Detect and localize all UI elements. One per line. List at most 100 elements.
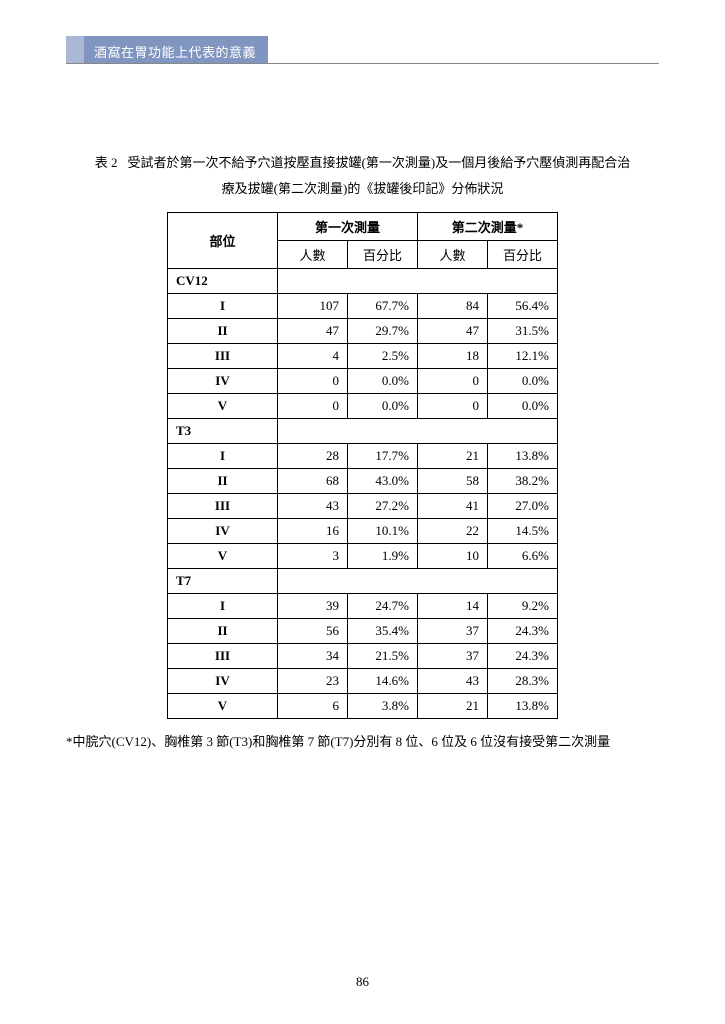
row-label: IV: [168, 369, 278, 394]
row-label: I: [168, 294, 278, 319]
table-footnote: *中脘穴(CV12)、胸椎第 3 節(T3)和胸椎第 7 節(T7)分別有 8 …: [66, 731, 659, 750]
cell-count-2: 0: [418, 369, 488, 394]
cell-count-1: 4: [278, 344, 348, 369]
cell-count-2: 43: [418, 669, 488, 694]
section-span: [278, 569, 558, 594]
cell-count-1: 16: [278, 519, 348, 544]
section-name: T3: [168, 419, 278, 444]
cell-pct-1: 10.1%: [348, 519, 418, 544]
cell-count-2: 14: [418, 594, 488, 619]
cell-pct-2: 12.1%: [488, 344, 558, 369]
table-row: V00.0%00.0%: [168, 394, 558, 419]
cell-pct-2: 14.5%: [488, 519, 558, 544]
cell-count-2: 21: [418, 694, 488, 719]
cell-pct-1: 43.0%: [348, 469, 418, 494]
cell-count-1: 6: [278, 694, 348, 719]
header-title: 酒窩在胃功能上代表的意義: [84, 36, 268, 63]
cell-pct-1: 3.8%: [348, 694, 418, 719]
cell-pct-1: 14.6%: [348, 669, 418, 694]
cell-pct-2: 28.3%: [488, 669, 558, 694]
cell-pct-1: 1.9%: [348, 544, 418, 569]
cell-pct-1: 2.5%: [348, 344, 418, 369]
cell-count-1: 68: [278, 469, 348, 494]
page-content: 表 2 受試者於第一次不給予穴道按壓直接拔罐(第一次測量)及一個月後給予穴壓偵測再…: [66, 150, 659, 750]
cell-pct-1: 67.7%: [348, 294, 418, 319]
cell-pct-2: 31.5%: [488, 319, 558, 344]
cell-pct-2: 9.2%: [488, 594, 558, 619]
cell-pct-1: 17.7%: [348, 444, 418, 469]
cell-pct-2: 27.0%: [488, 494, 558, 519]
header-accent: [66, 36, 84, 63]
table-row: III42.5%1812.1%: [168, 344, 558, 369]
row-label: V: [168, 394, 278, 419]
table-row: I3924.7%149.2%: [168, 594, 558, 619]
cell-pct-2: 38.2%: [488, 469, 558, 494]
table-row: II6843.0%5838.2%: [168, 469, 558, 494]
table-row: V63.8%2113.8%: [168, 694, 558, 719]
table-row: II4729.7%4731.5%: [168, 319, 558, 344]
cell-count-2: 41: [418, 494, 488, 519]
table-caption: 表 2 受試者於第一次不給予穴道按壓直接拔罐(第一次測量)及一個月後給予穴壓偵測再…: [66, 150, 659, 202]
caption-line2: 療及拔罐(第二次測量)的《拔罐後印記》分佈狀況: [222, 181, 504, 196]
cell-count-1: 43: [278, 494, 348, 519]
row-label: I: [168, 444, 278, 469]
col-group-1: 第一次測量: [278, 213, 418, 241]
cell-pct-1: 0.0%: [348, 369, 418, 394]
section-name: CV12: [168, 269, 278, 294]
table-row: II5635.4%3724.3%: [168, 619, 558, 644]
cell-count-1: 23: [278, 669, 348, 694]
table-head: 部位 第一次測量 第二次測量* 人數 百分比 人數 百分比: [168, 213, 558, 269]
row-label: III: [168, 494, 278, 519]
col-region: 部位: [168, 213, 278, 269]
cell-count-2: 37: [418, 644, 488, 669]
cell-pct-1: 21.5%: [348, 644, 418, 669]
section-name: T7: [168, 569, 278, 594]
section-row: T7: [168, 569, 558, 594]
table-row: IV2314.6%4328.3%: [168, 669, 558, 694]
row-label: IV: [168, 669, 278, 694]
cell-count-1: 0: [278, 369, 348, 394]
row-label: II: [168, 619, 278, 644]
cell-count-2: 37: [418, 619, 488, 644]
section-span: [278, 269, 558, 294]
cell-count-1: 28: [278, 444, 348, 469]
table-row: III4327.2%4127.0%: [168, 494, 558, 519]
caption-line1: 受試者於第一次不給予穴道按壓直接拔罐(第一次測量)及一個月後給予穴壓偵測再配合治: [128, 155, 631, 170]
cell-count-1: 39: [278, 594, 348, 619]
table-header-row-1: 部位 第一次測量 第二次測量*: [168, 213, 558, 241]
cell-count-1: 47: [278, 319, 348, 344]
cell-pct-2: 13.8%: [488, 444, 558, 469]
col-count-1: 人數: [278, 241, 348, 269]
cell-count-2: 84: [418, 294, 488, 319]
cell-count-2: 22: [418, 519, 488, 544]
table-row: I2817.7%2113.8%: [168, 444, 558, 469]
table-body: CV12I10767.7%8456.4%II4729.7%4731.5%III4…: [168, 269, 558, 719]
cell-count-2: 18: [418, 344, 488, 369]
cell-pct-1: 24.7%: [348, 594, 418, 619]
cell-count-2: 47: [418, 319, 488, 344]
cell-count-1: 0: [278, 394, 348, 419]
row-label: III: [168, 644, 278, 669]
cell-pct-2: 56.4%: [488, 294, 558, 319]
cell-count-1: 107: [278, 294, 348, 319]
col-group-2: 第二次測量*: [418, 213, 558, 241]
page-number: 86: [0, 974, 725, 990]
row-label: III: [168, 344, 278, 369]
row-label: I: [168, 594, 278, 619]
cell-pct-2: 6.6%: [488, 544, 558, 569]
col-count-2: 人數: [418, 241, 488, 269]
section-row: T3: [168, 419, 558, 444]
data-table: 部位 第一次測量 第二次測量* 人數 百分比 人數 百分比 CV12I10767…: [167, 212, 558, 719]
col-pct-2: 百分比: [488, 241, 558, 269]
cell-count-2: 10: [418, 544, 488, 569]
table-row: V31.9%106.6%: [168, 544, 558, 569]
cell-pct-1: 0.0%: [348, 394, 418, 419]
row-label: II: [168, 469, 278, 494]
section-row: CV12: [168, 269, 558, 294]
row-label: V: [168, 694, 278, 719]
caption-label: 表 2: [95, 155, 118, 170]
cell-count-2: 21: [418, 444, 488, 469]
cell-pct-1: 27.2%: [348, 494, 418, 519]
table-row: IV1610.1%2214.5%: [168, 519, 558, 544]
cell-pct-1: 29.7%: [348, 319, 418, 344]
